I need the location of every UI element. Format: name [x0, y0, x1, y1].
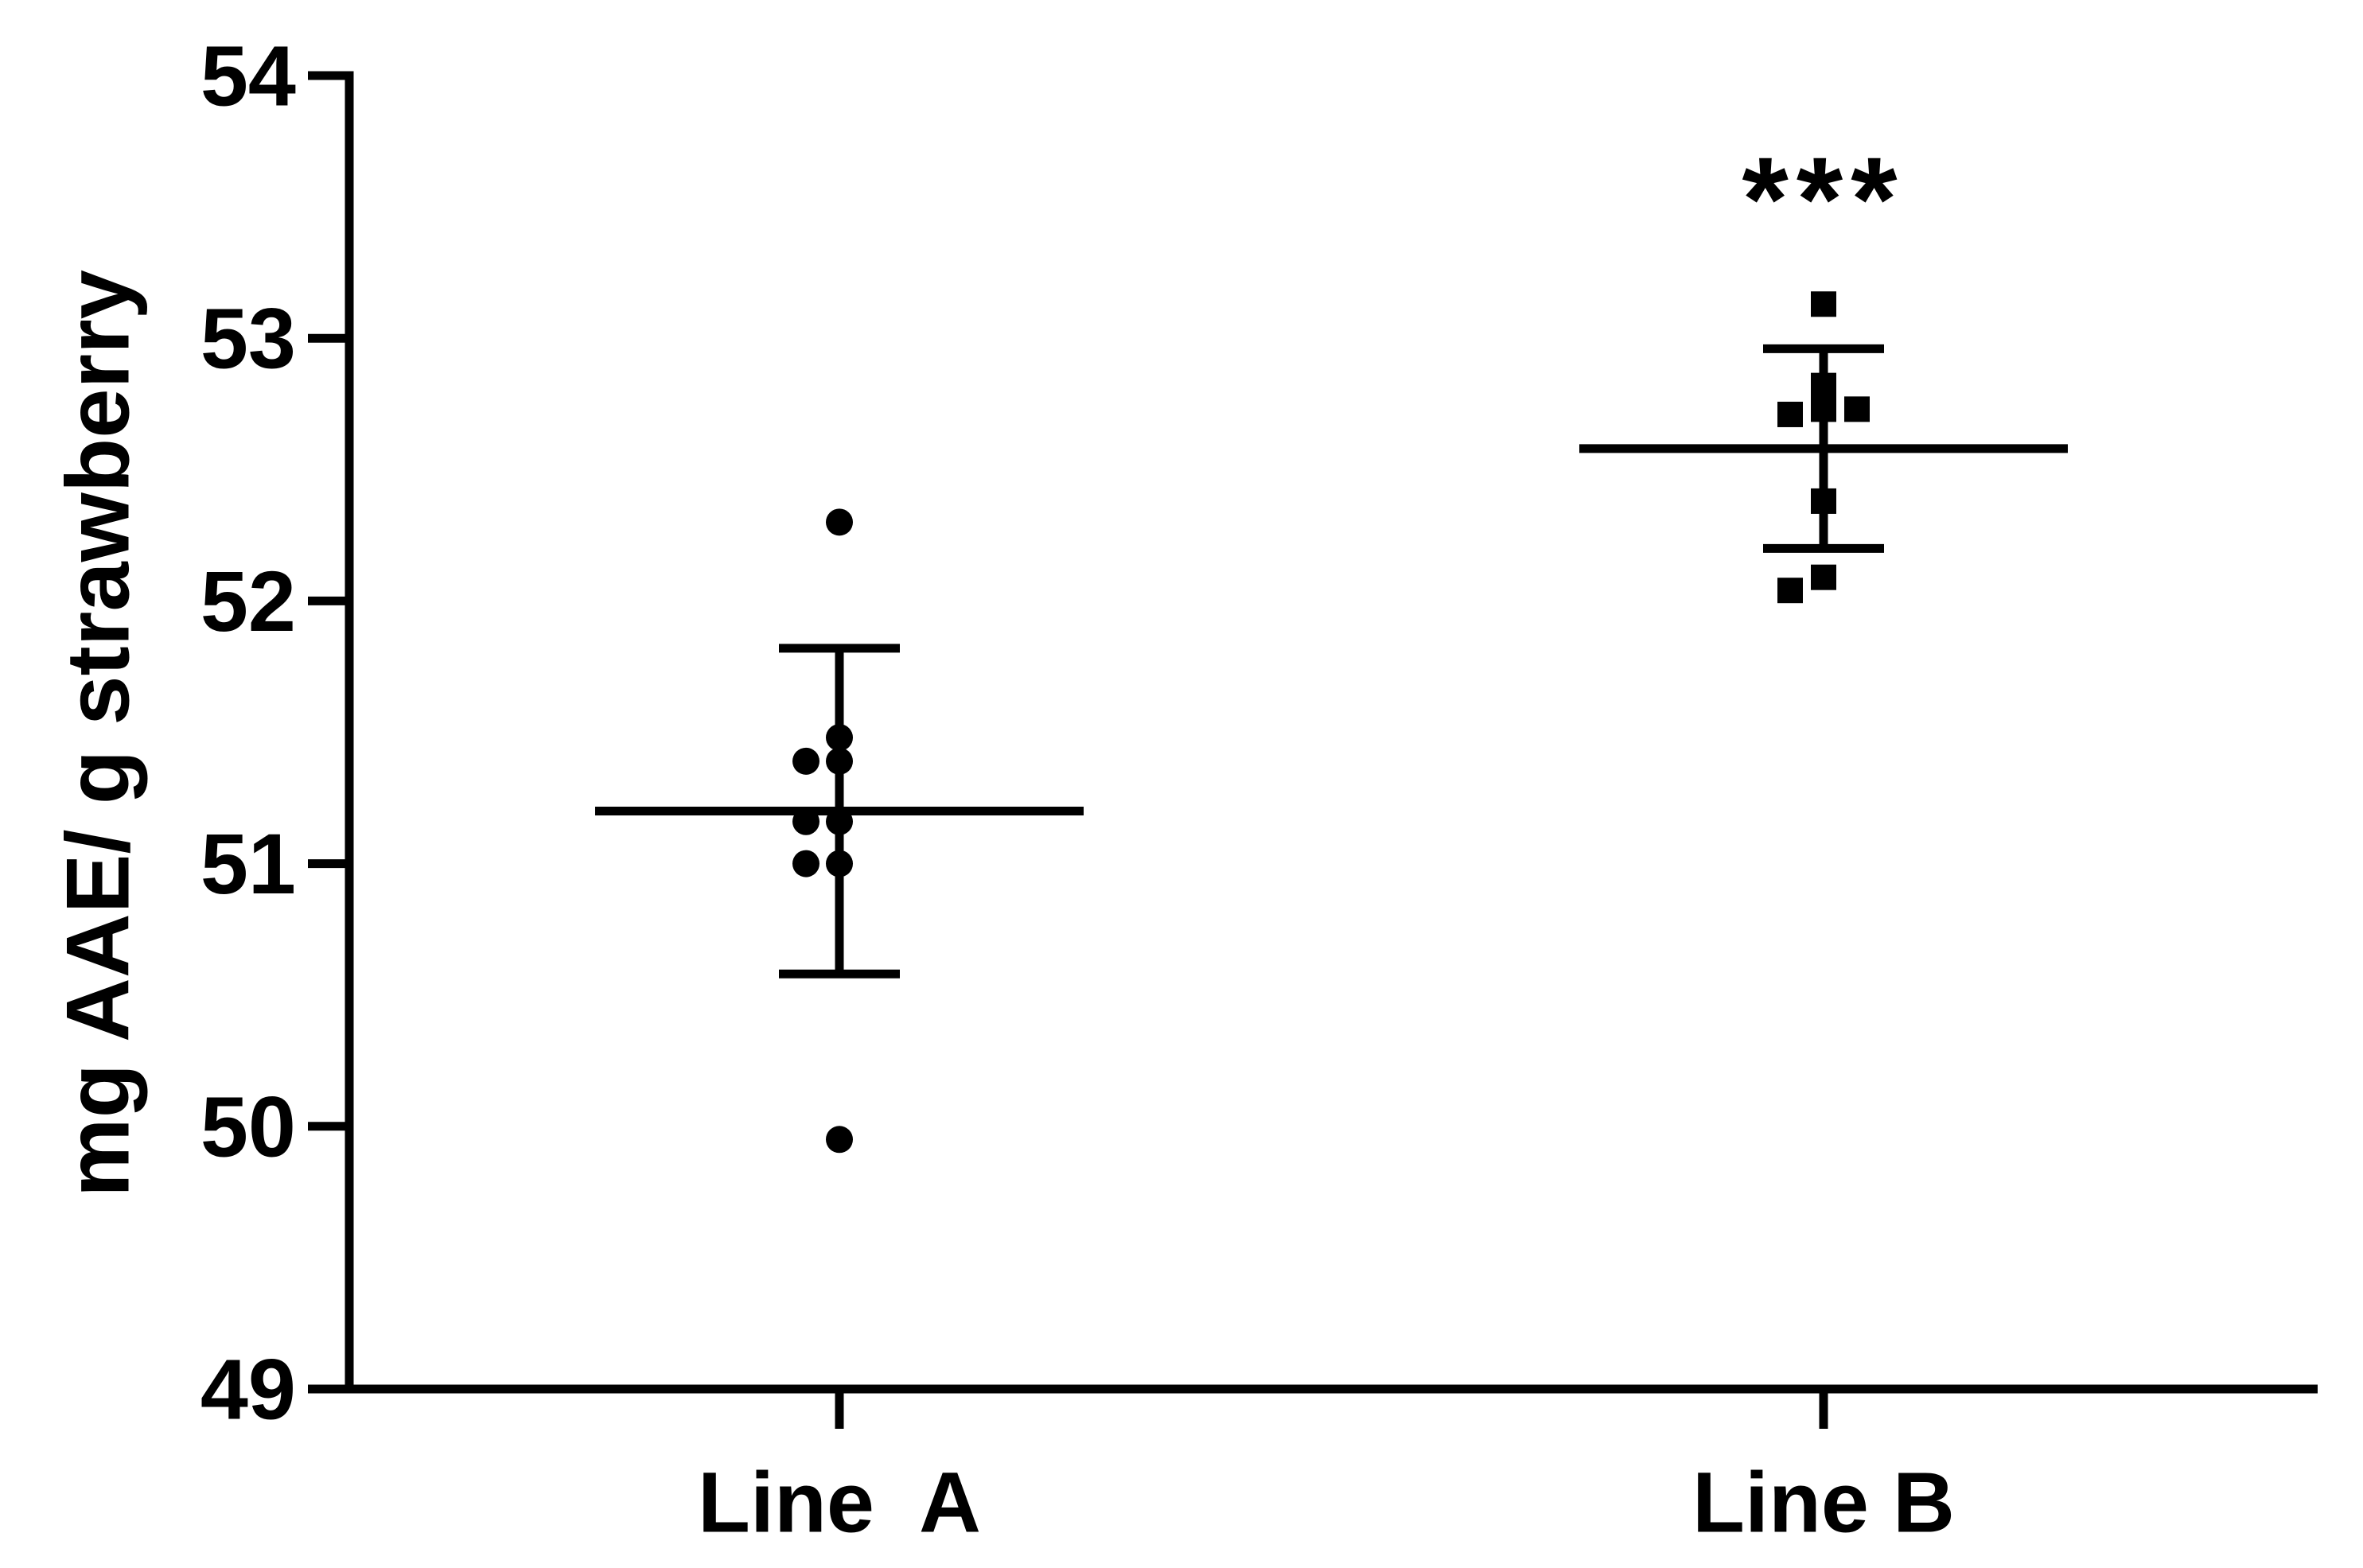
significance-annotation: ***: [1742, 132, 1905, 266]
data-point: [792, 747, 819, 775]
y-tick-label: 51: [200, 815, 296, 912]
data-point: [826, 1126, 853, 1154]
x-tick-label: Line A: [698, 1454, 981, 1550]
y-tick-label: 54: [200, 28, 296, 124]
y-tick-label: 53: [200, 290, 296, 387]
data-point: [826, 508, 853, 536]
data-point: [792, 850, 819, 877]
data-point: [1811, 291, 1836, 317]
x-tick-label: Line B: [1692, 1454, 1955, 1550]
data-point: [1777, 578, 1803, 604]
y-tick-label: 49: [200, 1341, 296, 1438]
y-axis-label: mg AAE/ g strawberry: [49, 270, 148, 1197]
y-tick-label: 52: [200, 553, 296, 649]
y-tick-label: 50: [200, 1078, 296, 1174]
data-point: [1811, 564, 1836, 590]
data-point: [1844, 396, 1870, 422]
data-point: [1777, 401, 1803, 427]
